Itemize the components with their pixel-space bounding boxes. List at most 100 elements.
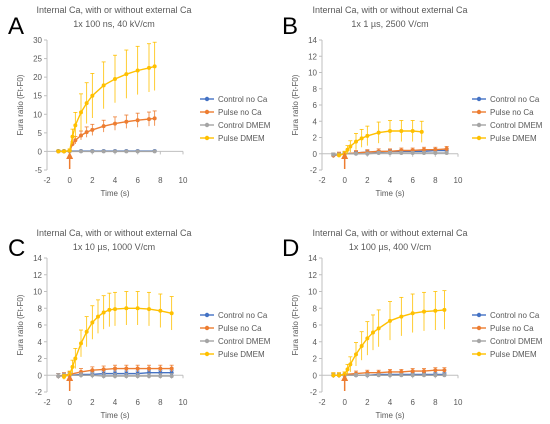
data-point — [388, 373, 392, 378]
x-tick-label: 8 — [433, 176, 438, 185]
legend-swatch-marker — [476, 351, 482, 357]
legend-label: Pulse no Ca — [218, 324, 262, 333]
data-point — [365, 373, 370, 378]
legend: Control no Ca Pulse no Ca Control DMEM Puls… — [472, 311, 543, 359]
x-tick-label: 0 — [342, 176, 347, 185]
y-tick-label: 2 — [313, 134, 318, 143]
y-tick-label: 6 — [38, 321, 43, 330]
y-tick-label: 10 — [33, 110, 42, 119]
data-point — [101, 83, 106, 88]
data-point — [410, 369, 415, 374]
data-point — [124, 72, 129, 77]
data-point — [371, 330, 375, 335]
data-point — [399, 369, 404, 374]
y-tick-label: 25 — [33, 55, 42, 64]
legend-label: Pulse DMEM — [490, 134, 537, 143]
legend-label: Pulse DMEM — [490, 350, 537, 359]
legend-label: Pulse DMEM — [218, 350, 265, 359]
data-point — [422, 309, 426, 314]
data-point — [444, 150, 449, 155]
data-point — [359, 136, 364, 141]
x-tick-label: 0 — [67, 398, 72, 407]
series-line — [58, 65, 155, 153]
data-point — [365, 336, 370, 341]
x-tick-label: 0 — [67, 176, 72, 185]
series-pulse-no-ca — [56, 110, 157, 154]
x-tick-label: 10 — [454, 176, 463, 185]
data-point — [337, 153, 341, 158]
panel-letter: B — [282, 13, 298, 40]
data-point — [422, 369, 426, 374]
panel-b: B Internal Ca, with or without external C… — [282, 5, 543, 198]
y-tick-label: 30 — [33, 36, 42, 45]
data-point — [90, 373, 95, 378]
data-point — [376, 150, 381, 155]
data-point — [399, 314, 404, 319]
legend-swatch-marker — [476, 325, 482, 331]
data-point — [147, 366, 151, 371]
legend-label: Pulse no Ca — [490, 324, 534, 333]
legend-swatch-marker — [204, 96, 210, 102]
y-tick-label: 14 — [308, 36, 317, 45]
data-point — [433, 308, 438, 313]
data-point — [442, 307, 447, 312]
legend-swatch-marker — [476, 135, 482, 141]
data-point — [79, 110, 83, 115]
data-point — [113, 374, 117, 379]
y-tick-label: 4 — [313, 117, 318, 126]
data-point — [354, 352, 358, 357]
data-point — [84, 130, 89, 135]
data-point — [113, 149, 117, 154]
x-axis-label: Time (s) — [375, 411, 404, 420]
stimulus-arrow — [66, 152, 74, 169]
chart-title: Internal Ca, with or without external Ca — [312, 228, 467, 238]
data-point — [124, 149, 129, 154]
y-tick-label: -2 — [35, 388, 43, 397]
data-point — [73, 123, 78, 128]
x-tick-label: 2 — [365, 176, 370, 185]
data-point — [84, 329, 89, 334]
data-point — [147, 117, 151, 122]
data-point — [67, 148, 72, 153]
legend-label: Pulse no Ca — [490, 108, 534, 117]
legend-label: Pulse DMEM — [218, 134, 265, 143]
data-point — [345, 367, 350, 372]
y-tick-label: 0 — [313, 150, 318, 159]
x-tick-label: 4 — [388, 398, 393, 407]
data-point — [90, 320, 95, 325]
data-point — [422, 373, 426, 378]
data-point — [113, 307, 117, 312]
legend: Control no Ca Pulse no Ca Control DMEM Puls… — [200, 95, 271, 143]
legend-swatch-marker — [476, 109, 482, 115]
x-tick-label: 6 — [135, 398, 140, 407]
data-point — [359, 343, 364, 348]
data-point — [135, 118, 140, 123]
data-point — [354, 139, 358, 144]
arrow-head — [66, 152, 74, 159]
data-point — [433, 373, 438, 378]
data-point — [90, 93, 95, 98]
legend-label: Control no Ca — [490, 311, 540, 320]
data-point — [376, 373, 381, 378]
arrow-head — [66, 374, 74, 381]
y-tick-label: 14 — [33, 254, 42, 263]
stimulus-arrow — [66, 374, 74, 391]
y-tick-label: 10 — [308, 288, 317, 297]
x-axis-label: Time (s) — [375, 189, 404, 198]
data-point — [56, 374, 61, 379]
data-point — [376, 130, 381, 135]
y-tick-label: 2 — [38, 355, 43, 364]
legend-swatch-marker — [476, 122, 482, 128]
data-point — [422, 147, 426, 152]
data-point — [101, 149, 106, 154]
data-point — [90, 127, 95, 132]
x-tick-label: 0 — [342, 398, 347, 407]
data-point — [354, 373, 358, 378]
data-point — [388, 150, 392, 155]
data-point — [70, 364, 75, 369]
data-point — [79, 373, 83, 378]
x-tick-label: 8 — [158, 176, 163, 185]
y-axis-label: Fura ratio (Ft-F0) — [291, 294, 300, 355]
y-axis-label: Fura ratio (Ft-F0) — [16, 74, 25, 135]
panel-letter: A — [8, 13, 24, 40]
